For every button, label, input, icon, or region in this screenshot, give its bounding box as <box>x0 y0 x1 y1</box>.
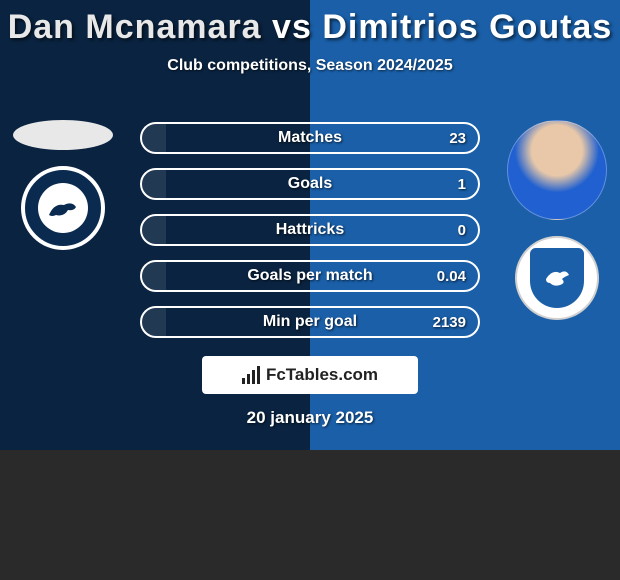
comparison-card: Dan Mcnamara vs Dimitrios Goutas Club co… <box>0 0 620 450</box>
stat-row: Goals1 <box>140 168 480 200</box>
stat-value-right: 2139 <box>433 314 466 331</box>
date-label: 20 january 2025 <box>0 408 620 428</box>
stat-label: Min per goal <box>142 313 478 331</box>
stat-row: Min per goal2139 <box>140 306 480 338</box>
stat-label: Goals per match <box>142 267 478 285</box>
subtitle: Club competitions, Season 2024/2025 <box>0 57 620 75</box>
right-player-column <box>502 120 612 320</box>
left-player-column <box>8 120 118 250</box>
stat-value-right: 23 <box>449 130 466 147</box>
brand-bars-icon <box>242 366 260 384</box>
brand-pill[interactable]: FcTables.com <box>202 356 418 394</box>
club-badge-right <box>515 236 599 320</box>
stat-value-right: 1 <box>458 176 466 193</box>
stat-label: Goals <box>142 175 478 193</box>
stat-row: Hattricks0 <box>140 214 480 246</box>
stats-container: Matches23 Goals1 Hattricks0 Goals per match… <box>140 122 480 338</box>
player-right-photo <box>507 120 607 220</box>
vs-text: vs <box>272 8 312 46</box>
lion-icon <box>46 197 80 219</box>
page-title: Dan Mcnamara vs Dimitrios Goutas <box>0 0 620 47</box>
stat-row: Matches23 <box>140 122 480 154</box>
brand-text: FcTables.com <box>266 365 378 385</box>
stat-label: Matches <box>142 129 478 147</box>
player-left-photo <box>13 120 113 150</box>
stat-value-right: 0.04 <box>437 268 466 285</box>
club-badge-left-inner <box>38 183 88 233</box>
bluebird-icon <box>542 265 572 291</box>
player-right-name: Dimitrios Goutas <box>322 8 612 46</box>
player-left-name: Dan Mcnamara <box>8 8 262 46</box>
club-badge-left <box>21 166 105 250</box>
club-badge-right-shield <box>530 248 584 308</box>
stat-row: Goals per match0.04 <box>140 260 480 292</box>
stat-label: Hattricks <box>142 221 478 239</box>
stat-value-right: 0 <box>458 222 466 239</box>
